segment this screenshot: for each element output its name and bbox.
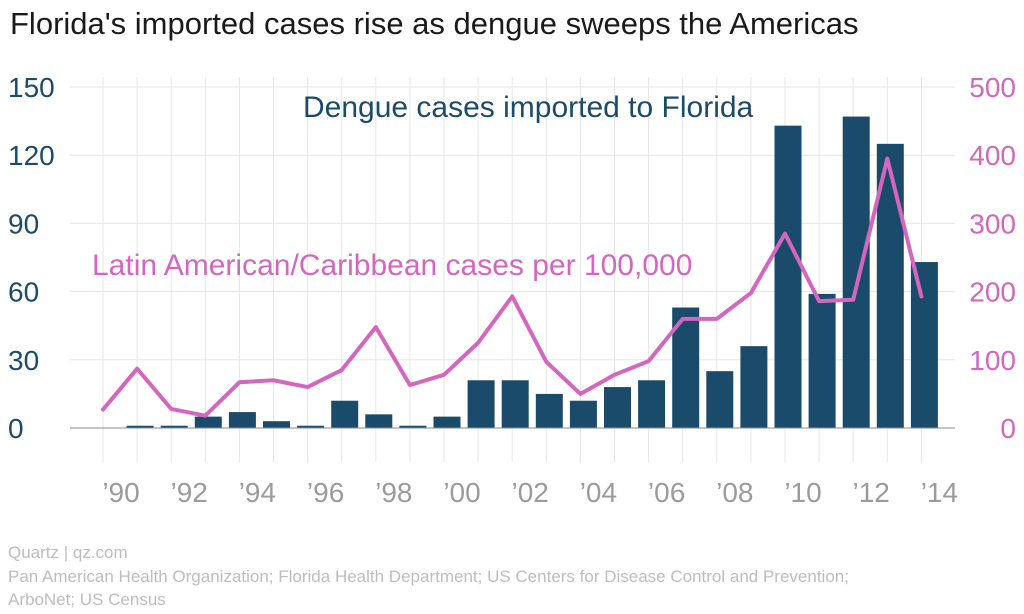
y-left-tick-label: 90 <box>8 208 39 239</box>
y-right-tick-label: 400 <box>969 140 1016 171</box>
x-tick-label: ’94 <box>239 477 276 508</box>
bar <box>842 116 870 428</box>
bar <box>535 393 563 428</box>
chart-title: Florida's imported cases rise as dengue … <box>10 6 859 41</box>
bar <box>604 387 631 428</box>
bar <box>638 380 666 428</box>
y-right-tick-label: 200 <box>969 277 1016 308</box>
x-tick-label: ’04 <box>580 477 617 508</box>
y-axis-right: 0 100 200 300 400 500 <box>969 72 1016 444</box>
y-left-tick-label: 30 <box>8 345 39 376</box>
y-left-tick-label: 120 <box>8 140 55 171</box>
bar <box>263 421 290 428</box>
x-tick-label: ’00 <box>443 477 480 508</box>
bar-series-label: Dengue cases imported to Florida <box>303 91 754 124</box>
bar <box>706 371 734 428</box>
bar <box>774 125 802 428</box>
y-left-tick-label: 0 <box>8 413 24 444</box>
credit-sources: Pan American Health Organization; Florid… <box>8 567 849 586</box>
bar <box>569 400 597 428</box>
y-right-tick-label: 300 <box>969 208 1016 239</box>
x-axis: ’90 ’92 ’94 ’96 ’98 ’00 ’02 ’04 ’06 ’08 ’10 ’12 ’14 <box>102 477 958 508</box>
credit-sources-cont: ArboNet; US Census <box>8 590 166 609</box>
credit-publisher: Quartz | qz.com <box>8 543 128 562</box>
line-series-label: Latin American/Caribbean cases per 100,0… <box>92 249 692 282</box>
y-right-tick-label: 0 <box>1000 413 1016 444</box>
bar <box>740 346 768 428</box>
bar <box>331 400 359 428</box>
x-tick-label: ’12 <box>853 477 890 508</box>
y-right-tick-label: 500 <box>969 72 1016 103</box>
x-tick-label: ’06 <box>648 477 685 508</box>
bar <box>297 425 325 428</box>
bar <box>433 416 461 428</box>
x-tick-label: ’98 <box>375 477 412 508</box>
y-left-tick-label: 150 <box>8 72 55 103</box>
bar <box>365 414 393 428</box>
bar <box>501 380 529 428</box>
x-tick-label: ’14 <box>921 477 958 508</box>
bar <box>399 425 427 428</box>
bar <box>160 425 188 428</box>
bar <box>910 262 938 428</box>
y-right-tick-label: 100 <box>969 345 1016 376</box>
bar <box>194 416 222 428</box>
y-left-tick-label: 60 <box>8 277 39 308</box>
x-tick-label: ’90 <box>102 477 139 508</box>
x-tick-label: ’92 <box>171 477 208 508</box>
bar <box>228 412 256 428</box>
bar <box>126 425 154 428</box>
y-axis-left: 0 30 60 90 120 150 <box>8 72 55 444</box>
bar <box>467 380 495 428</box>
bar-series <box>126 116 938 429</box>
x-tick-label: ’10 <box>784 477 821 508</box>
x-tick-label: ’96 <box>307 477 344 508</box>
x-tick-label: ’08 <box>716 477 753 508</box>
line-series <box>101 156 924 418</box>
x-tick-label: ’02 <box>512 477 549 508</box>
bar <box>808 293 836 428</box>
chart: 0 30 60 90 120 150 0 100 200 300 400 500 ’90 ’92 ’94… <box>8 72 1016 508</box>
